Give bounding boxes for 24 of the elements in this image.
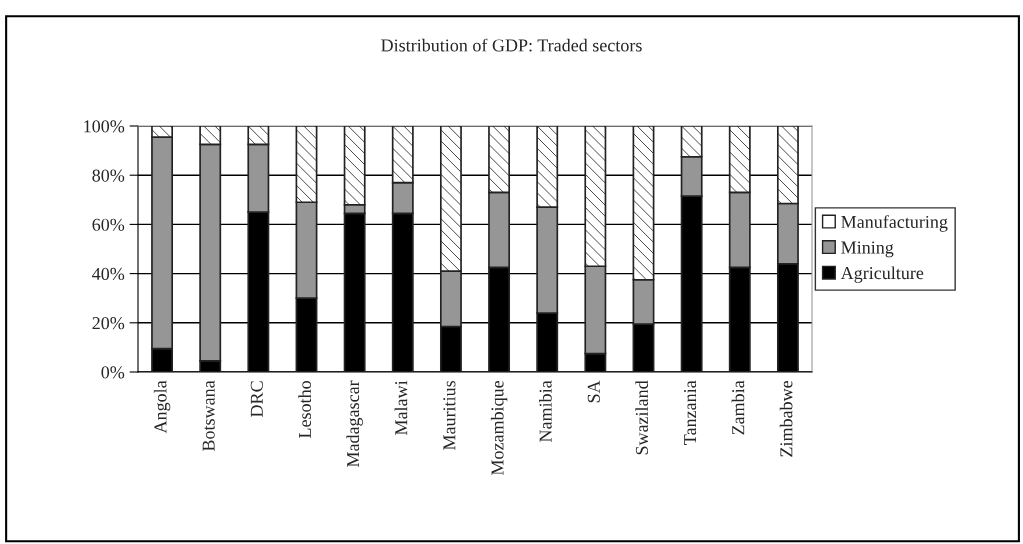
x-tick-label: Malawi [394, 380, 408, 435]
x-tick-label: Zimbabwe [779, 380, 793, 457]
y-tick-label: 60% [92, 218, 125, 231]
x-tick-label: SA [587, 380, 600, 403]
y-tick-label: 20% [92, 317, 125, 330]
x-tick-label: Swaziland [635, 380, 649, 455]
x-tick-label: Lesotho [298, 381, 312, 438]
x-tick-label: Mauritius [443, 380, 456, 451]
chart-title: Distribution of GDP: Traded sectors [381, 38, 642, 52]
x-tick-label: Mozambique [490, 380, 508, 476]
y-tick-label: 0% [101, 366, 125, 379]
x-tick-label: Tanzania [684, 380, 697, 445]
y-tick-label: 40% [92, 267, 125, 281]
x-tick-label: Angola [153, 380, 171, 434]
legend-label: Manufacturing [841, 215, 948, 232]
x-tick-label: Botswana [202, 380, 215, 452]
y-tick-label: 100% [84, 120, 125, 133]
legend-label: Mining [841, 241, 894, 258]
x-tick-label: Madagascar [346, 380, 363, 468]
legend-label: Agriculture [840, 266, 924, 283]
x-tick-label: Namibia [539, 380, 552, 442]
x-tick-label: Zambia [731, 380, 745, 435]
y-tick-label: 80% [92, 169, 125, 182]
x-tick-label: DRC [250, 381, 263, 417]
